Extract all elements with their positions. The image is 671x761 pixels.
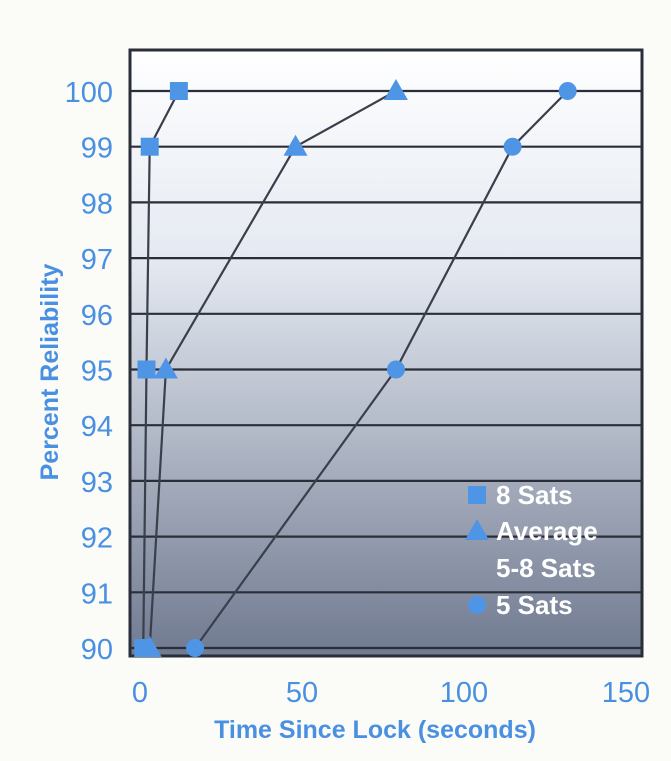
- legend-item-circle: 5 Sats: [468, 590, 573, 620]
- legend-item-square: 8 Sats: [468, 480, 573, 510]
- y-tick-label: 98: [81, 188, 113, 220]
- series-line: [194, 90, 569, 649]
- x-tick-label: 0: [132, 677, 148, 709]
- y-tick-label: 95: [81, 356, 113, 388]
- y-tick-label: 99: [81, 133, 113, 165]
- legend-label: Average: [496, 516, 598, 546]
- y-tick-label: 91: [81, 578, 113, 610]
- data-point-circle: [386, 360, 405, 379]
- data-point-triangle: [383, 79, 408, 100]
- data-point-circle: [186, 639, 205, 657]
- legend-label: 5 Sats: [496, 590, 573, 620]
- legend-marker-circle: [468, 596, 486, 614]
- x-tick-label: 50: [286, 677, 318, 709]
- x-tick-label: 150: [602, 677, 650, 709]
- y-tick-label: 90: [81, 634, 113, 666]
- y-tick-label: 96: [81, 300, 113, 332]
- x-tick-labels: 0 50 100 150: [132, 677, 650, 709]
- data-point-square: [140, 137, 159, 156]
- data-point-triangle: [137, 636, 162, 657]
- y-tick-label: 94: [81, 411, 113, 443]
- plot-area-background: [130, 50, 642, 656]
- legend-label: 5-8 Sats: [496, 553, 596, 583]
- plot-area-frame: [128, 48, 644, 658]
- y-tick-label: 92: [81, 523, 113, 555]
- x-tick-label: 100: [440, 677, 488, 709]
- y-tick-label: 97: [81, 244, 113, 276]
- x-axis-label: Time Since Lock (seconds): [214, 716, 536, 744]
- y-tick-label: 100: [65, 77, 113, 109]
- legend-item-triangle: Average 5-8 Sats: [465, 516, 598, 583]
- data-point-circle: [503, 137, 522, 156]
- y-tick-labels: 90 91 92 93 94 95 96 97 98 99 100: [65, 77, 113, 666]
- legend-marker-triangle: [465, 519, 489, 540]
- data-point-square: [137, 360, 156, 379]
- data-point-triangle: [283, 134, 308, 156]
- data-point-circle: [558, 82, 577, 100]
- gridlines: [130, 89, 642, 650]
- data-point-triangle: [153, 357, 178, 379]
- series-line: [148, 90, 397, 649]
- legend-label: 8 Sats: [496, 480, 573, 510]
- series-circle: [186, 82, 577, 657]
- series-group: [134, 79, 577, 657]
- series-triangle: [137, 79, 408, 657]
- series-line: [142, 90, 180, 649]
- legend: 8 Sats Average 5-8 Sats 5 Sats: [465, 480, 598, 620]
- data-point-square: [169, 82, 188, 100]
- y-axis-label: Percent Reliability: [36, 264, 64, 481]
- y-tick-label: 93: [81, 467, 113, 499]
- legend-marker-square: [468, 486, 486, 504]
